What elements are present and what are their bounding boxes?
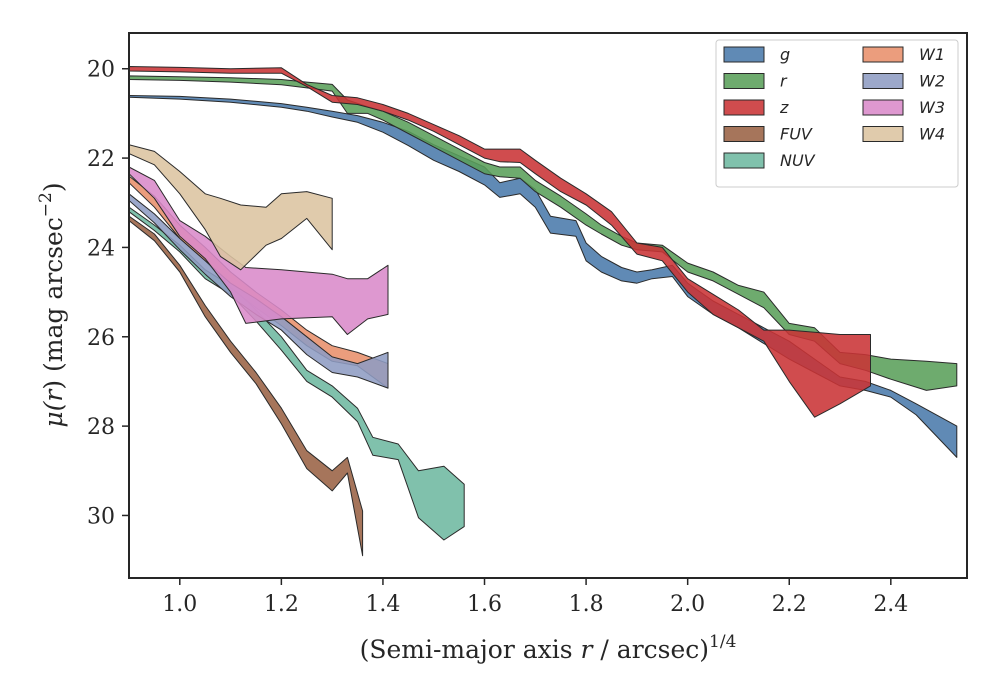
legend-swatch-w2 [862,73,904,89]
legend-label-fuv: FUV [780,125,813,144]
legend-swatch-w4 [862,126,904,142]
legend: grz FUV NUV W1 W2 W3 W4 [715,39,959,188]
legend-label-w2: W2 [919,72,945,91]
y-tick-label: 22 [87,147,115,172]
y-tick-label: 28 [87,415,115,440]
x-tick-label: 2.4 [873,592,908,617]
y-tick-label: 30 [87,504,115,529]
x-tick-label: 1.6 [467,592,502,617]
legend-label-nuv: NUV [780,151,816,170]
legend-swatch-g [723,46,765,63]
x-tick-label: 1.8 [569,592,604,617]
legend-swatch-r [723,73,765,89]
bands-group [129,66,958,557]
band-fuv [129,215,364,557]
y-axis-label: μ(r) (mag arcsec−2) [36,182,68,427]
y-tick-label: 26 [87,326,115,351]
legend-label-w3: W3 [919,98,945,117]
x-tick-label: 1.0 [162,592,197,617]
legend-swatch-w1 [862,46,904,63]
legend-swatch-nuv [723,152,765,169]
x-axis-label: (Semi-major axis r / arcsec)1/4 [360,632,737,664]
band-nuv [129,206,465,541]
plot-frame [128,32,968,579]
legend-swatch-z [723,99,765,116]
x-tick-label: 2.2 [772,592,807,617]
y-axis-ticks: 20 22 24 26 28 30 [87,58,129,529]
legend-label-w4: W4 [919,125,945,144]
band-r [129,75,958,391]
legend-label-z: z [779,98,789,117]
legend-label-w1: W1 [919,45,945,64]
x-tick-label: 1.4 [365,592,400,617]
legend-swatch-w3 [862,99,904,116]
band-z [129,66,871,418]
y-tick-label: 24 [87,236,115,261]
x-tick-label: 1.2 [264,592,299,617]
x-axis-ticks: 1.0 1.2 1.4 1.6 1.8 2.0 2.2 2.4 [162,578,908,617]
legend-label-g: g [780,45,790,64]
x-tick-label: 2.0 [670,592,705,617]
band-w4 [129,144,333,271]
legend-label-r: r [780,72,788,91]
legend-swatch-fuv [723,126,765,142]
y-tick-label: 20 [87,58,115,83]
